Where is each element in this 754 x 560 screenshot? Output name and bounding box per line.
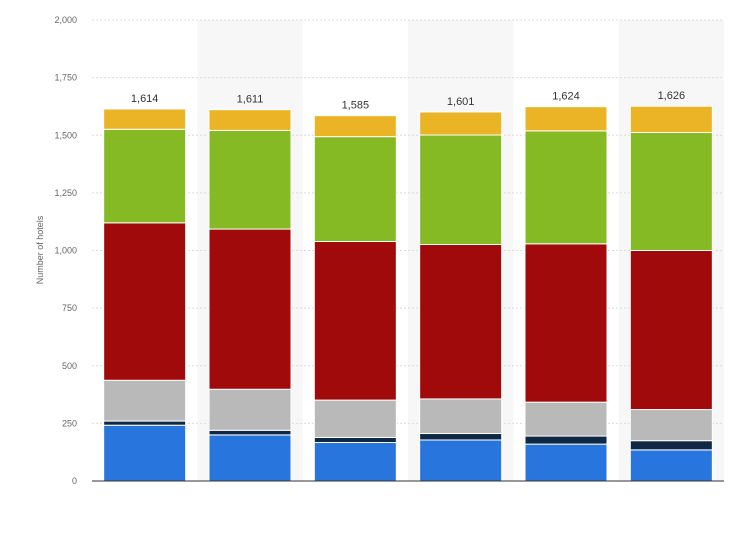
total-label: 1,624 (552, 91, 580, 103)
bar-segment (208, 109, 292, 131)
bar-segment (313, 442, 397, 482)
y-tick-label: 750 (62, 303, 77, 313)
bar-segment (103, 108, 187, 130)
y-tick-label: 2,000 (54, 15, 77, 25)
bar-segment (313, 436, 397, 444)
bar-segment (419, 244, 503, 400)
bar-segment (629, 131, 713, 251)
gridlines (92, 19, 724, 424)
y-tick-label: 1,500 (54, 130, 77, 140)
bar-segment (313, 136, 397, 243)
bar-segment (524, 401, 608, 437)
total-label: 1,585 (342, 100, 370, 112)
bar-segment (524, 435, 608, 445)
bar-segment (103, 128, 187, 224)
bar-segment (419, 398, 503, 435)
bar-segment (419, 134, 503, 246)
bar-segment (313, 115, 397, 138)
total-label: 1,601 (447, 96, 475, 108)
bar-segment (629, 440, 713, 451)
bar-segment (629, 409, 713, 442)
bar-segment (313, 241, 397, 401)
total-label: 1,614 (131, 93, 159, 105)
y-tick-label: 250 (62, 418, 77, 428)
bar-segment (208, 429, 292, 436)
bar-segment (419, 433, 503, 441)
bar-segment (313, 399, 397, 438)
y-tick-label: 500 (62, 361, 77, 371)
bar-segment (524, 443, 608, 482)
y-tick-label: 1,750 (54, 73, 77, 83)
y-axis-ticks: 0 250 500 750 1,000 1,250 1,500 1,750 2,000 (54, 15, 77, 486)
bar-segment (208, 228, 292, 390)
bar-segment (103, 222, 187, 381)
bar-segment (629, 250, 713, 411)
bar-segment (419, 111, 503, 136)
total-labels: 1,614 1,611 1,585 1,601 1,624 1,626 (131, 90, 685, 111)
bar-segment (103, 420, 187, 426)
bars (103, 105, 713, 482)
bar-segment (208, 388, 292, 431)
y-axis-title: Number of hotels (35, 215, 45, 284)
bar-segment (208, 434, 292, 482)
y-tick-label: 1,000 (54, 246, 77, 256)
y-tick-label: 1,250 (54, 188, 77, 198)
y-tick-label: 0 (72, 476, 77, 486)
bar-segment (208, 129, 292, 230)
bar-segment (524, 106, 608, 132)
bar-segment (629, 449, 713, 482)
bar-segment (103, 379, 187, 422)
bar-segment (103, 424, 187, 482)
bar-segment (524, 243, 608, 403)
total-label: 1,611 (237, 94, 264, 106)
bar-segment (419, 439, 503, 482)
bar-segment (629, 105, 713, 133)
bar-segment (524, 130, 608, 245)
total-label: 1,626 (658, 90, 686, 102)
